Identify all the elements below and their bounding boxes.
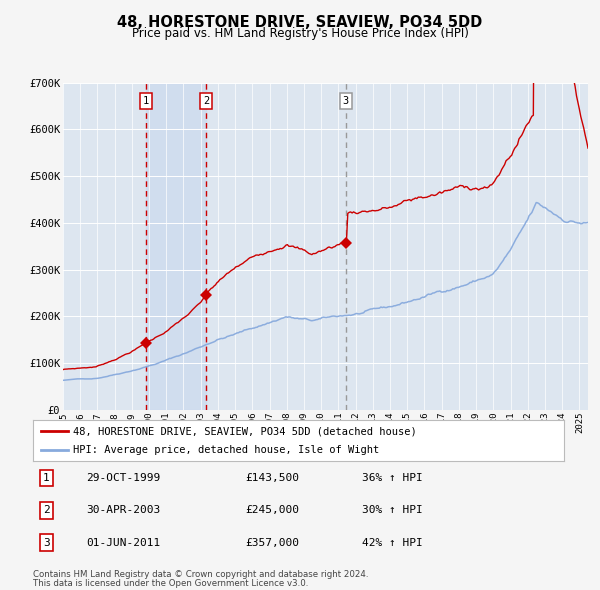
Bar [146,83,206,410]
Text: 1: 1 [143,96,149,106]
Text: 1: 1 [43,473,50,483]
Text: 3: 3 [343,96,349,106]
Text: This data is licensed under the Open Government Licence v3.0.: This data is licensed under the Open Gov… [33,579,308,588]
Text: £357,000: £357,000 [245,538,299,548]
Text: 01-JUN-2011: 01-JUN-2011 [86,538,160,548]
Text: £245,000: £245,000 [245,506,299,515]
Text: 2: 2 [43,506,50,515]
Text: 42% ↑ HPI: 42% ↑ HPI [362,538,423,548]
Text: Price paid vs. HM Land Registry's House Price Index (HPI): Price paid vs. HM Land Registry's House … [131,27,469,40]
Text: 2: 2 [203,96,209,106]
Text: 36% ↑ HPI: 36% ↑ HPI [362,473,423,483]
Text: 3: 3 [43,538,50,548]
Text: 29-OCT-1999: 29-OCT-1999 [86,473,160,483]
Text: 30-APR-2003: 30-APR-2003 [86,506,160,515]
Text: Contains HM Land Registry data © Crown copyright and database right 2024.: Contains HM Land Registry data © Crown c… [33,570,368,579]
Text: 48, HORESTONE DRIVE, SEAVIEW, PO34 5DD: 48, HORESTONE DRIVE, SEAVIEW, PO34 5DD [118,15,482,30]
Text: £143,500: £143,500 [245,473,299,483]
Text: 48, HORESTONE DRIVE, SEAVIEW, PO34 5DD (detached house): 48, HORESTONE DRIVE, SEAVIEW, PO34 5DD (… [73,426,416,436]
Text: HPI: Average price, detached house, Isle of Wight: HPI: Average price, detached house, Isle… [73,445,379,455]
Text: 30% ↑ HPI: 30% ↑ HPI [362,506,423,515]
